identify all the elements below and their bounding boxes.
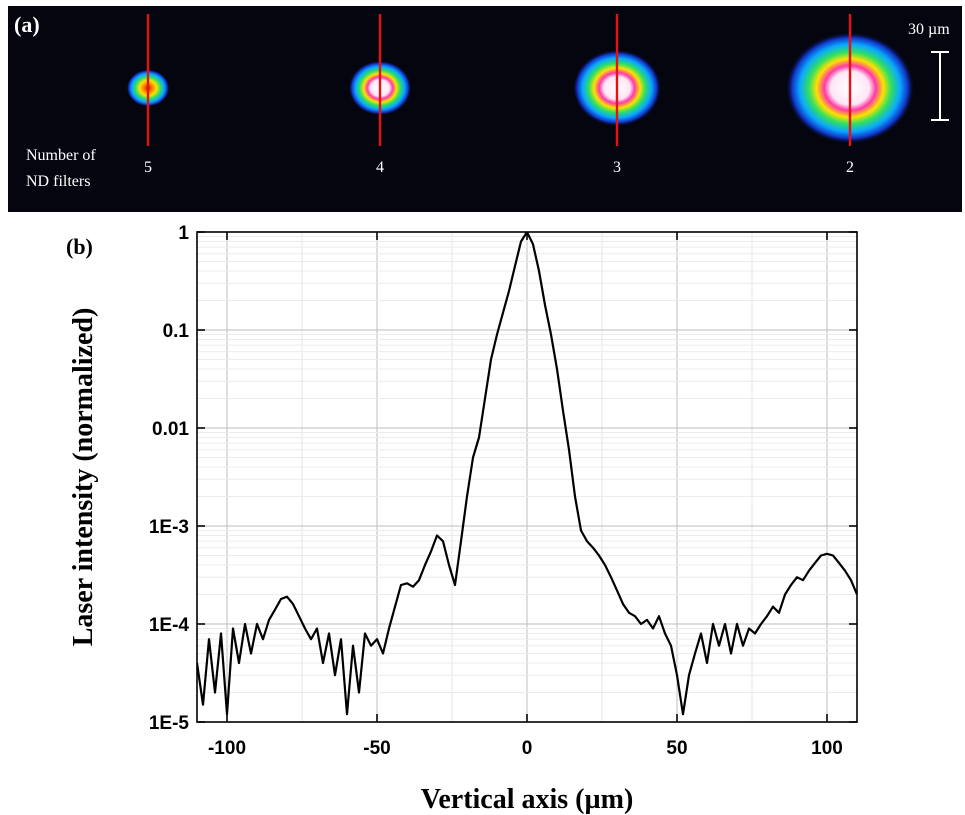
- axis-ticks: [197, 231, 857, 723]
- intensity-profile-line: [197, 232, 857, 716]
- y-tick-label: 1E-5: [149, 713, 190, 734]
- beam-spot-2-filters: 2: [785, 14, 915, 176]
- scale-bar-label: 30 µm: [908, 21, 950, 38]
- x-tick-label: 50: [666, 738, 687, 759]
- filter-count-label: 3: [613, 159, 621, 176]
- x-tick-label: 100: [811, 738, 843, 759]
- beam-spot-4-filters: 4: [348, 14, 412, 176]
- x-tick-label: -50: [363, 738, 390, 759]
- caption-line-1: Number of: [26, 147, 96, 164]
- caption-line-2: ND filters: [26, 173, 90, 190]
- y-tick-label: 1E-4: [149, 615, 190, 636]
- filter-count-label: 2: [846, 159, 854, 176]
- y-axis-title: Laser intensity (normalized): [68, 308, 99, 647]
- beam-spots: 5 4 3 2: [126, 14, 915, 176]
- panel-a-label: (a): [14, 12, 40, 37]
- scale-bar: [931, 51, 949, 121]
- filter-count-label: 4: [376, 159, 384, 176]
- x-axis-title: Vertical axis (µm): [421, 784, 634, 815]
- y-tick-labels: 1E-5 1E-4 1E-3 0.01 0.1 1: [149, 223, 190, 734]
- panel-b: (b) -100 -50 0 50 100 1E-5 1E-4 1E-3 0.01 0.1 1 V…: [66, 223, 858, 815]
- y-tick-label: 0.01: [152, 419, 189, 440]
- panel-b-label: (b): [66, 234, 93, 259]
- x-tick-labels: -100 -50 0 50 100: [208, 738, 843, 759]
- y-tick-label: 1: [178, 223, 189, 244]
- y-tick-label: 0.1: [163, 321, 190, 342]
- beam-spot-5-filters: 5: [126, 14, 170, 176]
- x-tick-label: 0: [522, 738, 533, 759]
- panel-a: 5 4 3 2 (a) 30 µm Number of ND filters: [8, 6, 962, 212]
- grid: [197, 231, 857, 723]
- y-tick-label: 1E-3: [149, 517, 189, 538]
- x-tick-label: -100: [208, 738, 246, 759]
- filter-count-label: 5: [144, 159, 152, 176]
- beam-spot-3-filters: 3: [572, 14, 662, 176]
